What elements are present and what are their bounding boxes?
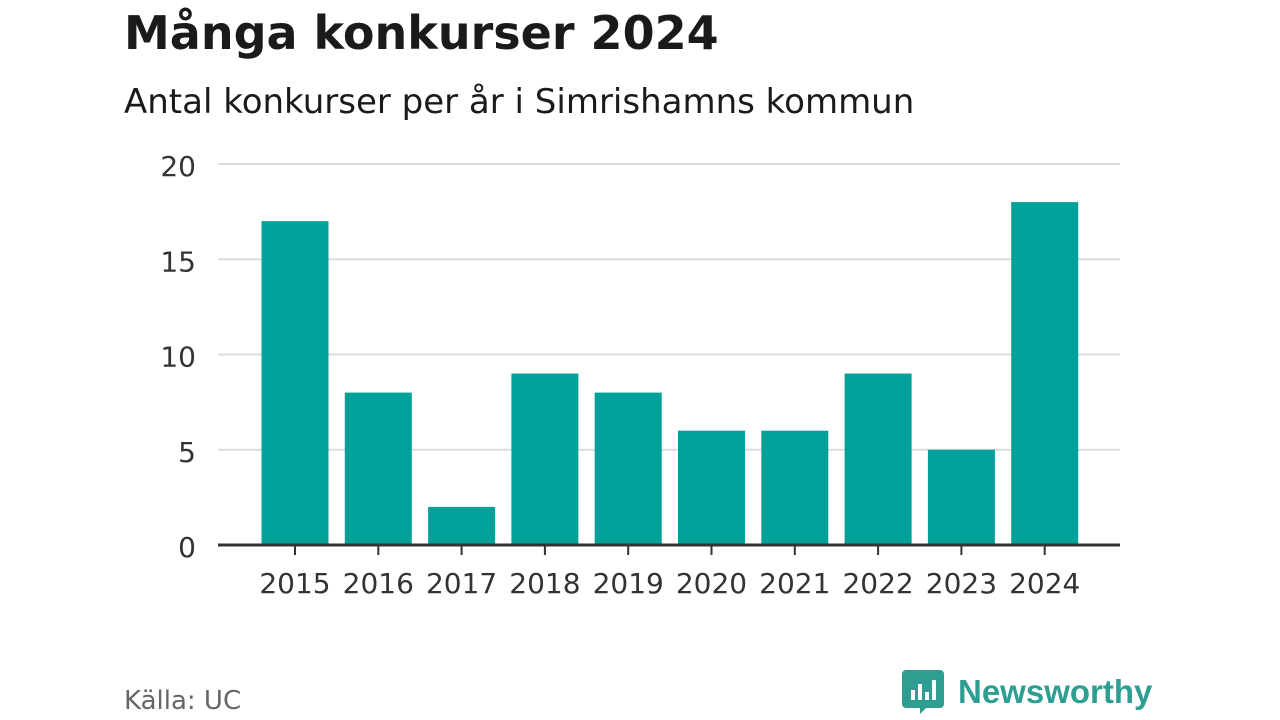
y-tick-label: 20	[160, 150, 196, 183]
x-tick-label: 2015	[259, 567, 330, 600]
x-tick-label: 2016	[343, 567, 414, 600]
x-tick-label: 2022	[842, 567, 913, 600]
x-tick-label: 2023	[926, 567, 997, 600]
newsworthy-logo-icon	[902, 670, 944, 714]
brand-logo: Newsworthy	[902, 670, 1152, 714]
bar-2018	[511, 373, 579, 545]
x-tick-label: 2024	[1009, 567, 1080, 600]
brand-name: Newsworthy	[958, 673, 1153, 710]
x-tick-label: 2017	[426, 567, 497, 600]
bar-2015	[261, 221, 329, 545]
bar-2021	[761, 430, 829, 545]
chart-subtitle: Antal konkurser per år i Simrishamns kom…	[124, 82, 915, 122]
bar-2024	[1011, 202, 1079, 545]
y-tick-label: 5	[178, 436, 196, 469]
bar-2022	[844, 373, 912, 545]
x-tick-label: 2019	[593, 567, 664, 600]
y-tick-label: 15	[160, 245, 196, 278]
chart-title: Många konkurser 2024	[124, 6, 719, 60]
y-tick-label: 10	[160, 341, 196, 374]
bar-2020	[678, 430, 745, 545]
bar-2019	[594, 392, 662, 545]
bar-2016	[344, 392, 412, 545]
y-tick-label: 0	[178, 531, 196, 564]
source-note: Källa: UC	[124, 686, 242, 716]
bar-2023	[927, 449, 995, 545]
x-tick-label: 2021	[759, 567, 830, 600]
bar-2017	[428, 506, 496, 545]
x-tick-label: 2018	[509, 567, 580, 600]
x-tick-label: 2020	[676, 567, 747, 600]
